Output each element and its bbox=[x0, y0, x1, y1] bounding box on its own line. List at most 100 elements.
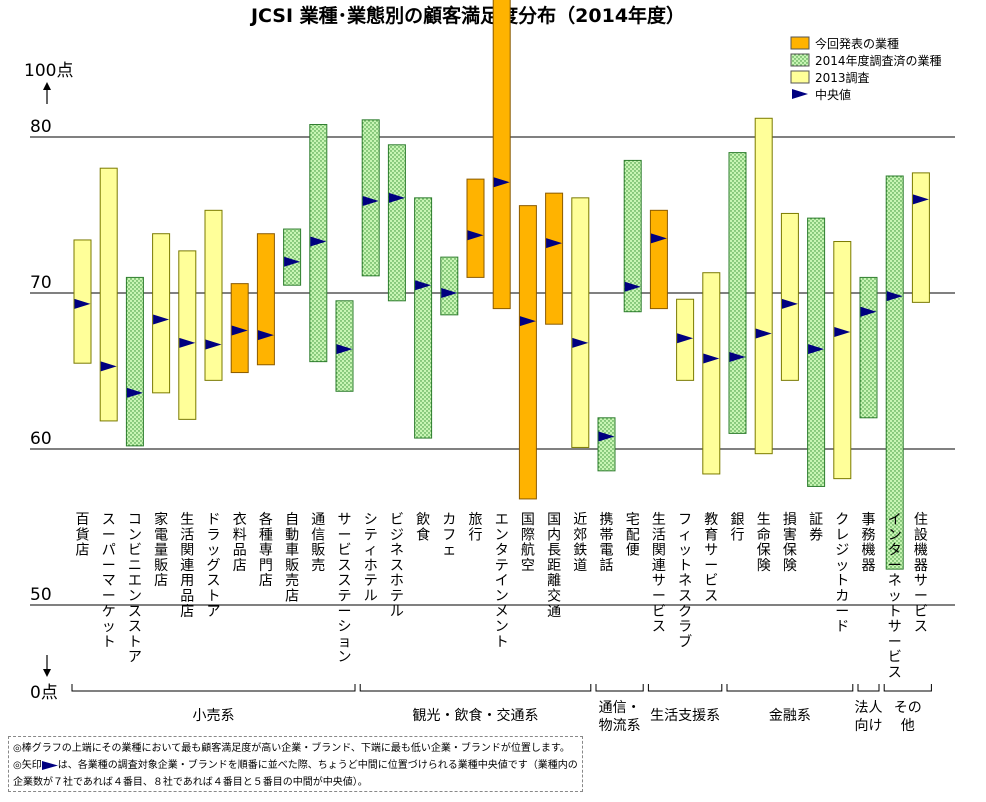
note-line-1: ◎棒グラフの上端にその業種において最も顧客満足度が高い企業・ブランド、下端に最も… bbox=[13, 743, 570, 754]
category-label: 自動車販売店 bbox=[285, 512, 299, 605]
bar bbox=[204, 209, 223, 381]
category-label: フィットネスクラブ bbox=[678, 512, 692, 650]
bar bbox=[859, 276, 878, 419]
bar bbox=[440, 256, 459, 316]
median-marker bbox=[703, 353, 720, 364]
category-label: 教育サービス bbox=[704, 512, 718, 605]
bar bbox=[807, 217, 826, 487]
notes-box: ◎棒グラフの上端にその業種において最も顧客満足度が高い企業・ブランド、下端に最も… bbox=[8, 736, 583, 792]
bar bbox=[283, 228, 302, 286]
y-axis-units: 100点 0点 bbox=[24, 61, 73, 703]
note-arrow-prefix: ◎矢印 bbox=[13, 760, 42, 771]
group-bracket bbox=[359, 684, 592, 692]
median-marker bbox=[886, 291, 903, 302]
median-marker bbox=[179, 337, 196, 348]
bar bbox=[414, 197, 433, 439]
category-label: 携帯電話 bbox=[600, 512, 614, 574]
bar bbox=[780, 212, 799, 381]
category-label: 住設機器サービス bbox=[914, 512, 928, 635]
category-label: 生活関連サービス bbox=[652, 512, 666, 635]
median-marker bbox=[388, 192, 405, 203]
category-label: シティホテル bbox=[364, 512, 378, 605]
median-marker-icon bbox=[41, 760, 58, 770]
median-marker bbox=[650, 233, 667, 244]
median-marker bbox=[74, 298, 91, 309]
y-tick-label: 80 bbox=[30, 117, 52, 137]
bar bbox=[466, 178, 485, 278]
y-axis-ticks: 80 70 60 50 bbox=[30, 117, 52, 605]
group-bracket bbox=[595, 684, 644, 692]
category-label: 近郊鉄道 bbox=[573, 512, 587, 574]
bar bbox=[335, 300, 354, 392]
bar bbox=[178, 250, 197, 420]
median-marker bbox=[441, 288, 458, 298]
bar bbox=[387, 144, 406, 302]
category-label: ビジネスホテル bbox=[390, 512, 404, 620]
category-label: 生活関連用品店 bbox=[180, 512, 194, 620]
median-marker bbox=[860, 306, 877, 317]
note-arrow-text: は、各業種の調査対象企業・ブランドを順番に並べた際、ちょうど中間に位置づけられる… bbox=[13, 760, 578, 788]
group-label: 観光・飲食・交通系 bbox=[413, 707, 539, 724]
category-label: 通信販売 bbox=[311, 512, 325, 574]
bars-layer bbox=[73, 0, 930, 570]
bar bbox=[885, 175, 904, 570]
category-label: 旅行 bbox=[469, 512, 483, 543]
bar bbox=[545, 192, 564, 325]
median-marker bbox=[153, 314, 170, 325]
group-label: 法人向け bbox=[855, 700, 883, 734]
bar bbox=[728, 152, 747, 434]
bar bbox=[649, 209, 668, 310]
group-bracket bbox=[647, 684, 723, 692]
category-label: 生命保険 bbox=[757, 512, 771, 574]
y-tick-label: 70 bbox=[30, 273, 52, 293]
category-label: 飲食 bbox=[416, 512, 430, 543]
median-marker bbox=[677, 333, 694, 344]
bar bbox=[702, 272, 721, 475]
group-label: その他 bbox=[894, 700, 922, 734]
legend-label: 今回発表の業種 bbox=[815, 36, 899, 51]
bar bbox=[125, 276, 144, 447]
median-marker bbox=[729, 351, 746, 362]
category-label: 証券 bbox=[809, 512, 823, 543]
group-bracket bbox=[857, 684, 880, 692]
legend-swatch bbox=[790, 53, 810, 67]
bar bbox=[361, 119, 380, 277]
median-marker bbox=[912, 194, 929, 205]
median-marker bbox=[467, 230, 484, 241]
category-label: クレジットカード bbox=[835, 512, 849, 635]
median-marker bbox=[624, 281, 641, 292]
bar bbox=[597, 417, 616, 472]
category-label: 国際航空 bbox=[521, 512, 535, 574]
bar bbox=[911, 172, 930, 303]
category-label: サービスステーション bbox=[338, 512, 352, 666]
bar bbox=[152, 233, 171, 394]
y-bottom-unit-label: 0点 bbox=[30, 683, 58, 703]
bar bbox=[833, 241, 852, 480]
y-top-unit-label: 100点 bbox=[24, 61, 73, 81]
median-marker bbox=[310, 236, 327, 247]
median-marker bbox=[284, 256, 301, 267]
category-label: コンビニエンスストア bbox=[128, 512, 142, 666]
bar bbox=[518, 205, 537, 500]
median-marker bbox=[808, 344, 825, 355]
median-marker bbox=[598, 431, 615, 442]
median-marker bbox=[493, 177, 510, 188]
legend-label: 2013調査 bbox=[815, 71, 870, 85]
category-label: 家電量販店 bbox=[154, 511, 168, 589]
category-label: ドラッグストア bbox=[207, 512, 221, 620]
group-label: 金融系 bbox=[769, 708, 811, 724]
median-marker bbox=[546, 238, 563, 249]
category-label: インターネットサービス bbox=[888, 512, 902, 681]
bar bbox=[571, 197, 590, 448]
up-arrow-head bbox=[43, 82, 51, 90]
bar bbox=[99, 167, 118, 422]
category-label: カフェ bbox=[442, 512, 456, 559]
bar bbox=[754, 117, 773, 455]
category-label: 事務機器 bbox=[862, 512, 876, 574]
category-label: 百貨店 bbox=[76, 512, 90, 559]
bar bbox=[256, 233, 275, 366]
category-labels: 百貨店スーパーマーケットコンビニエンスストア家電量販店生活関連用品店ドラッグスト… bbox=[76, 511, 928, 681]
